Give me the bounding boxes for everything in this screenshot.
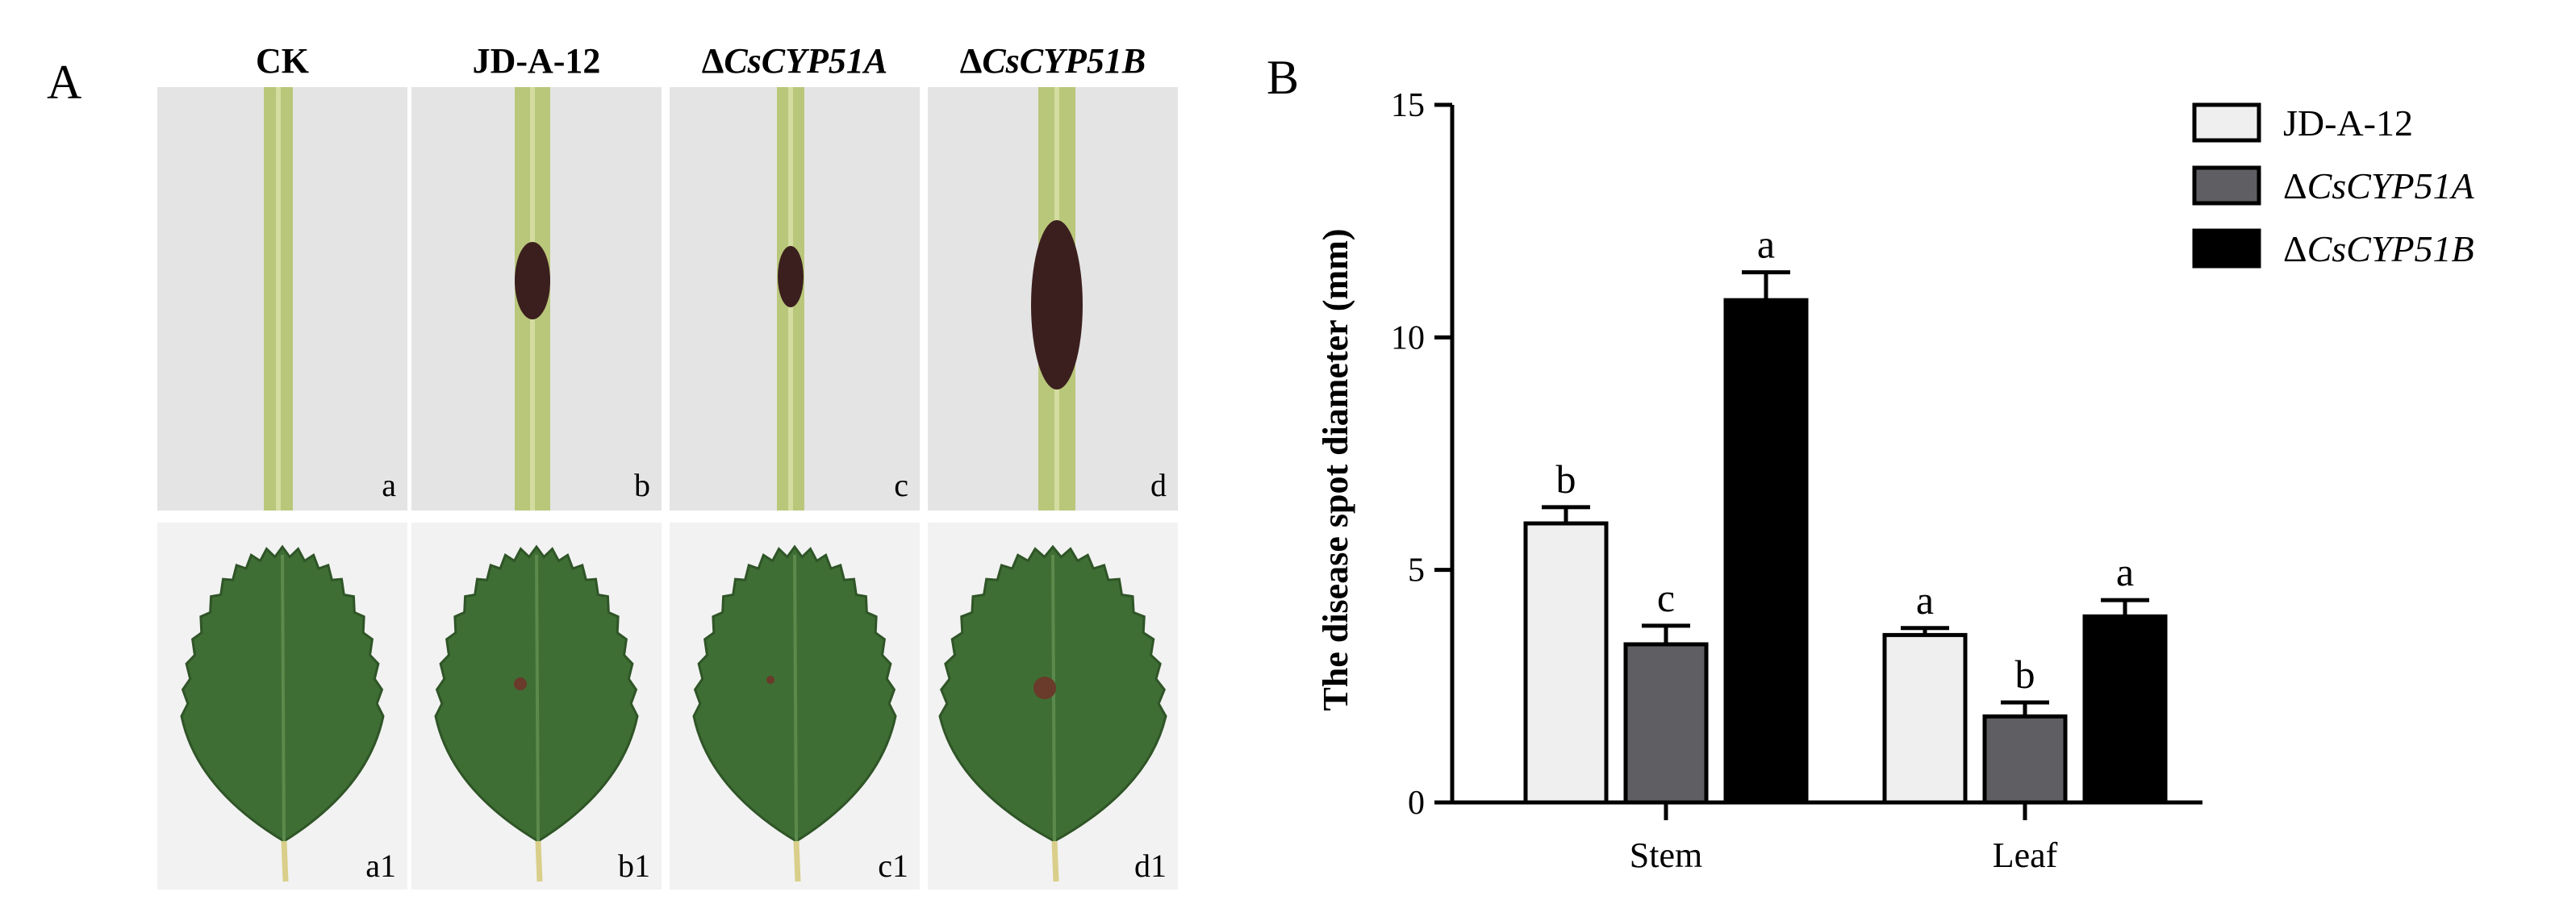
stem-lesion: [778, 246, 804, 307]
panel-a-letter: A: [47, 56, 82, 109]
stem-lesion: [515, 242, 550, 319]
stem-photo-label: a: [382, 467, 396, 503]
leaf-lesion: [766, 676, 774, 684]
leaf-photo-label: d1: [1134, 848, 1167, 884]
significance-letter: a: [1757, 222, 1775, 267]
stem-photo-a: a: [157, 87, 407, 511]
stem-image: [264, 87, 293, 511]
leaf-midrib: [793, 554, 798, 842]
stem-image: [1031, 87, 1083, 511]
leaf-photo-label: c1: [878, 848, 908, 884]
legend-swatch-2: [2192, 228, 2261, 269]
leaf-petiole: [281, 840, 289, 882]
legend-swatch-0: [2192, 102, 2261, 143]
y-tick-label: 15: [1391, 87, 1425, 124]
significance-letter: b: [2015, 652, 2035, 697]
leaf-image: [434, 544, 639, 882]
significance-letter: a: [1916, 577, 1934, 623]
y-tick-label: 10: [1391, 319, 1425, 356]
bar-chart: 0 5 10 15 The disease spot diameter (mm) Stem…: [1316, 87, 2475, 875]
y-axis-title: The disease spot diameter (mm): [1316, 229, 1355, 711]
legend-label-0: JD-A-12: [2283, 102, 2413, 144]
legend-swatch-1: [2192, 165, 2261, 206]
stem-image: [515, 87, 550, 511]
significance-letter: b: [1556, 456, 1576, 502]
bar-2-leaf: [2082, 614, 2168, 805]
leaf-midrib: [1051, 554, 1056, 842]
stem-lesion: [1031, 220, 1083, 390]
leaf-lesion: [514, 677, 527, 690]
leaf-photo-label: b1: [618, 848, 650, 884]
panel-b-letter: B: [1267, 51, 1300, 104]
leaf-photo-label: a1: [365, 848, 396, 884]
stem-photo-label: d: [1150, 467, 1167, 503]
x-tick-label-stem: Stem: [1630, 836, 1702, 875]
leaf-photo-c1: c1: [670, 523, 920, 890]
bar-2-stem: [1723, 298, 1809, 805]
stem-highlight: [276, 87, 281, 511]
leaf-midrib: [281, 554, 286, 842]
significance-letter: a: [2116, 549, 2134, 594]
legend-label-2: ΔCsCYP51B: [2283, 228, 2474, 269]
bar-1-stem: [1623, 642, 1709, 805]
leaf-petiole: [793, 840, 801, 882]
stem-image: [777, 87, 804, 511]
stem-photo-b: b: [411, 87, 662, 511]
column-title-4: ΔCsCYP51B: [959, 41, 1146, 81]
leaf-midrib: [535, 554, 540, 842]
leaf-image: [938, 544, 1167, 882]
y-tick-label: 0: [1408, 785, 1425, 822]
column-title-1: CK: [256, 41, 309, 81]
bar-0-leaf: [1882, 632, 1968, 805]
x-tick-label-leaf: Leaf: [1993, 836, 2058, 875]
stem-photo-label: b: [634, 467, 650, 503]
y-tick-label: 5: [1408, 552, 1425, 590]
leaf-petiole: [535, 840, 543, 882]
leaf-photo-b1: b1: [411, 523, 662, 890]
stem-photo-c: c: [670, 87, 920, 511]
bar-0-stem: [1523, 521, 1609, 805]
bar-1-leaf: [1982, 714, 2068, 805]
significance-letter: c: [1657, 575, 1675, 620]
stem-photo-label: c: [894, 467, 908, 503]
leaf-petiole: [1051, 840, 1059, 882]
legend-label-1: ΔCsCYP51A: [2283, 165, 2475, 206]
leaf-image: [692, 544, 897, 882]
leaf-lesion: [1033, 677, 1056, 699]
leaf-photo-a1: a1: [157, 523, 407, 890]
leaf-image: [180, 544, 385, 882]
column-title-3: ΔCsCYP51A: [701, 41, 888, 81]
leaf-photo-d1: d1: [928, 523, 1178, 890]
column-title-2: JD-A-12: [472, 41, 601, 81]
stem-photo-d: d: [928, 87, 1178, 511]
